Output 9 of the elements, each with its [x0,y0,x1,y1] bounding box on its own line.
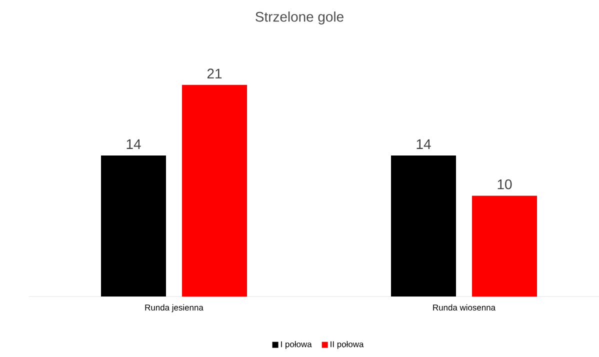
legend-label: II połowa [330,341,364,349]
legend-label: I połowa [281,341,312,349]
chart-title: Strzelone gole [256,11,344,24]
x-tick-label: Runda jesienna [145,304,204,312]
data-label: 10 [498,179,512,190]
data-label: 21 [207,68,222,78]
data-label: 14 [126,139,141,149]
data-label: 14 [416,139,431,149]
x-tick-label: Runda wiosenna [433,304,496,311]
